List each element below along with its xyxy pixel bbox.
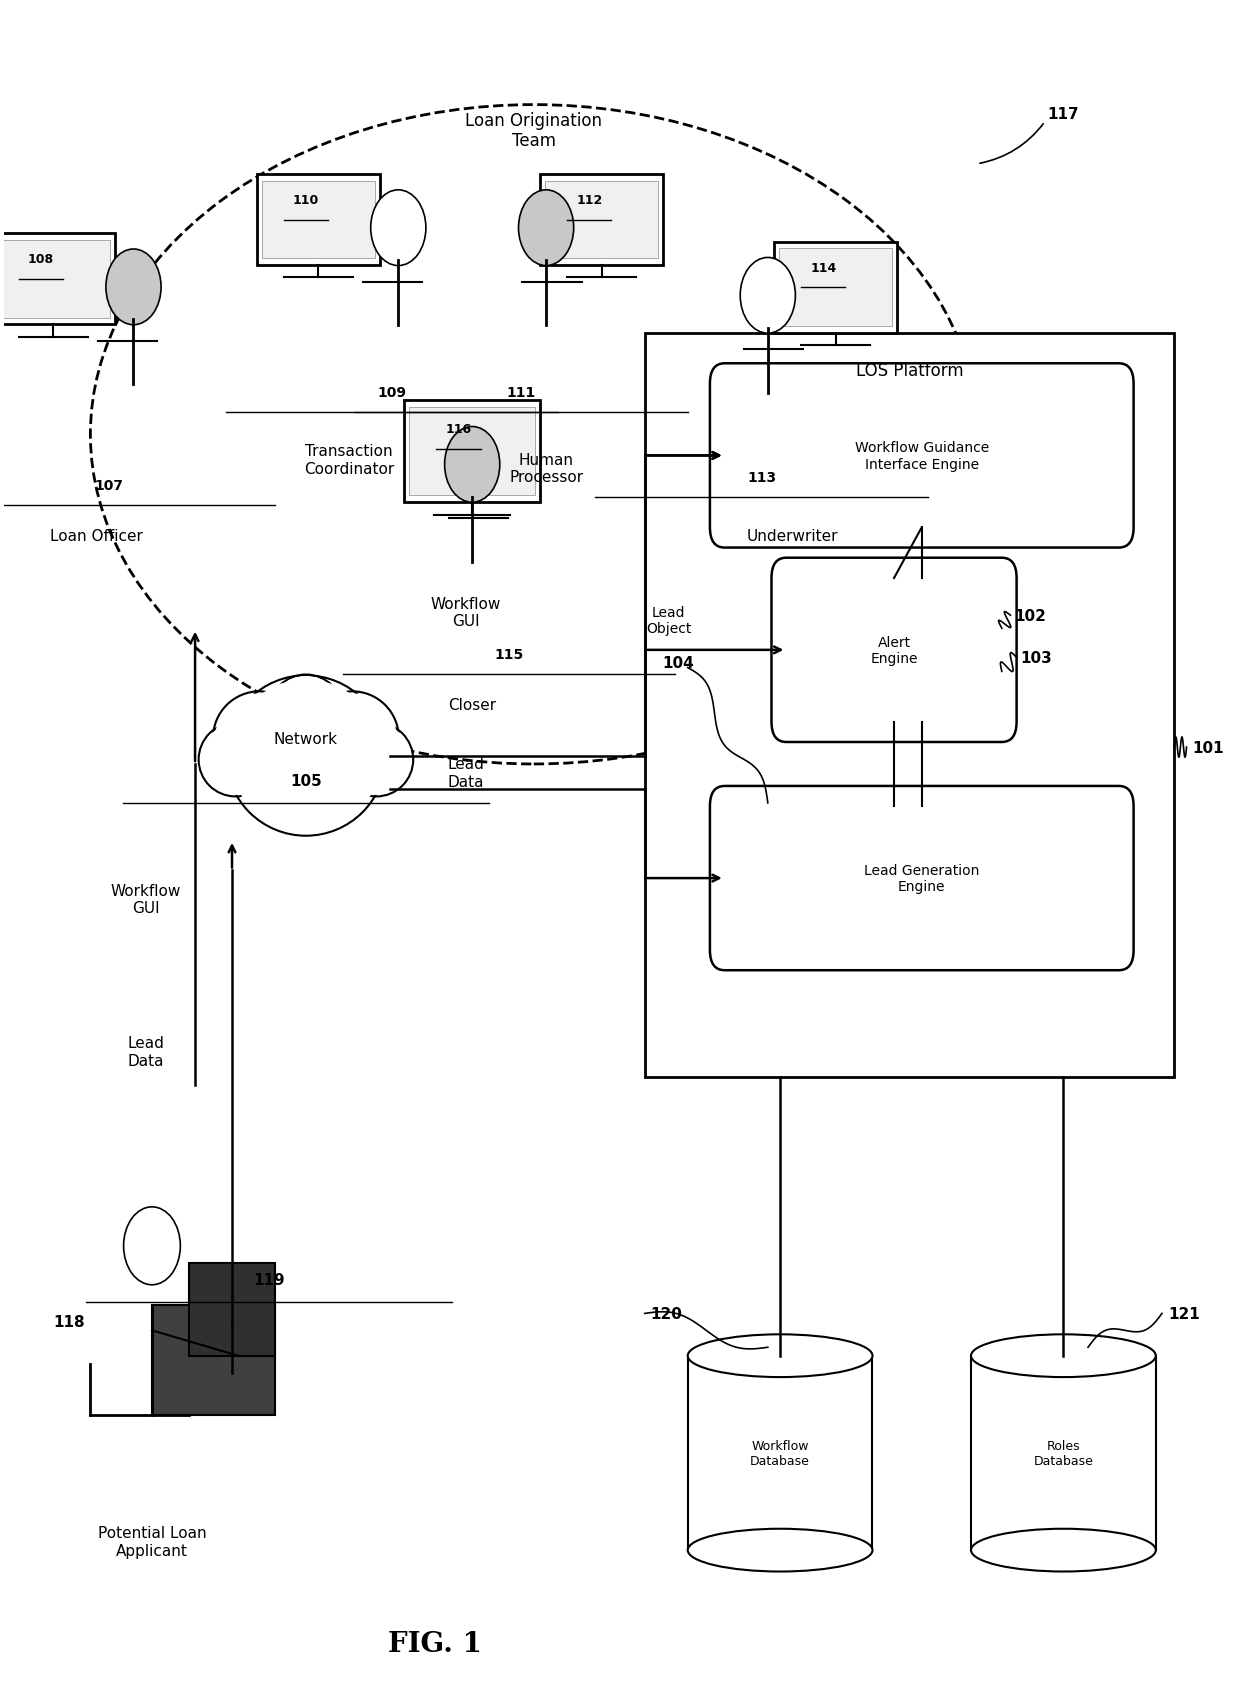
- Bar: [404, 401, 539, 503]
- Text: Loan Officer: Loan Officer: [50, 528, 143, 543]
- Ellipse shape: [213, 693, 306, 784]
- Text: LOS Platform: LOS Platform: [856, 362, 963, 380]
- Bar: [774, 243, 897, 333]
- Bar: [971, 1357, 1156, 1550]
- Text: Lead
Data: Lead Data: [128, 1036, 164, 1068]
- Text: 108: 108: [29, 253, 55, 267]
- Ellipse shape: [309, 694, 396, 783]
- Text: Underwriter: Underwriter: [746, 528, 838, 543]
- Bar: [188, 1263, 275, 1357]
- Text: Workflow Guidance
Interface Engine: Workflow Guidance Interface Engine: [854, 441, 988, 472]
- Ellipse shape: [971, 1335, 1156, 1377]
- Circle shape: [371, 190, 425, 267]
- Ellipse shape: [201, 725, 270, 795]
- Text: Closer: Closer: [448, 698, 496, 713]
- Circle shape: [445, 428, 500, 503]
- Ellipse shape: [688, 1335, 873, 1377]
- Text: Workflow
GUI: Workflow GUI: [110, 883, 181, 915]
- Bar: [539, 175, 663, 267]
- FancyBboxPatch shape: [711, 363, 1133, 548]
- Text: 116: 116: [445, 423, 471, 436]
- Bar: [257, 175, 379, 267]
- Bar: [645, 333, 1174, 1077]
- FancyBboxPatch shape: [771, 559, 1017, 742]
- Text: FIG. 1: FIG. 1: [388, 1630, 482, 1657]
- Ellipse shape: [269, 676, 342, 749]
- Text: 112: 112: [577, 194, 603, 207]
- Bar: [262, 182, 374, 260]
- Text: 111: 111: [507, 385, 536, 399]
- Text: Lead
Data: Lead Data: [448, 757, 485, 790]
- Ellipse shape: [231, 681, 381, 832]
- Text: 110: 110: [293, 194, 319, 207]
- Ellipse shape: [688, 1528, 873, 1572]
- Bar: [409, 408, 534, 496]
- Text: 114: 114: [810, 261, 836, 275]
- Ellipse shape: [340, 723, 413, 796]
- Bar: [0, 234, 115, 326]
- Ellipse shape: [226, 676, 386, 835]
- Text: 105: 105: [290, 774, 322, 790]
- FancyBboxPatch shape: [711, 786, 1133, 971]
- Text: 109: 109: [378, 385, 407, 399]
- Bar: [779, 250, 893, 328]
- Ellipse shape: [216, 694, 303, 783]
- Text: Workflow
GUI: Workflow GUI: [430, 596, 501, 628]
- Text: 118: 118: [53, 1314, 86, 1330]
- Text: Network: Network: [274, 732, 339, 747]
- Ellipse shape: [198, 723, 273, 796]
- Text: 121: 121: [1168, 1306, 1200, 1321]
- Text: Transaction
Coordinator: Transaction Coordinator: [304, 445, 394, 477]
- Text: Lead
Object: Lead Object: [646, 606, 692, 637]
- Ellipse shape: [272, 678, 341, 747]
- Text: 104: 104: [662, 655, 694, 671]
- Text: 107: 107: [94, 479, 123, 492]
- Ellipse shape: [971, 1528, 1156, 1572]
- Bar: [0, 241, 110, 319]
- Text: Loan Origination
Team: Loan Origination Team: [465, 112, 603, 151]
- Text: 101: 101: [1193, 740, 1224, 756]
- Circle shape: [518, 190, 574, 267]
- Circle shape: [740, 258, 795, 335]
- Text: Workflow
Database: Workflow Database: [750, 1440, 810, 1467]
- Text: 102: 102: [1014, 608, 1047, 623]
- Text: Potential Loan
Applicant: Potential Loan Applicant: [98, 1525, 206, 1559]
- Ellipse shape: [342, 725, 410, 795]
- Bar: [153, 1306, 275, 1414]
- Text: 113: 113: [746, 470, 776, 484]
- Text: 103: 103: [1021, 650, 1052, 666]
- Circle shape: [105, 250, 161, 326]
- Bar: [544, 182, 658, 260]
- Bar: [688, 1357, 873, 1550]
- Text: Roles
Database: Roles Database: [1033, 1440, 1094, 1467]
- Text: 115: 115: [495, 647, 523, 662]
- Text: 117: 117: [1048, 107, 1079, 122]
- Ellipse shape: [306, 693, 399, 784]
- Text: 120: 120: [651, 1306, 683, 1321]
- Text: 119: 119: [253, 1272, 285, 1287]
- Text: Lead Generation
Engine: Lead Generation Engine: [864, 864, 980, 893]
- Circle shape: [124, 1207, 180, 1285]
- Text: Human
Processor: Human Processor: [510, 453, 583, 486]
- Ellipse shape: [91, 105, 977, 764]
- Text: Alert
Engine: Alert Engine: [870, 635, 918, 666]
